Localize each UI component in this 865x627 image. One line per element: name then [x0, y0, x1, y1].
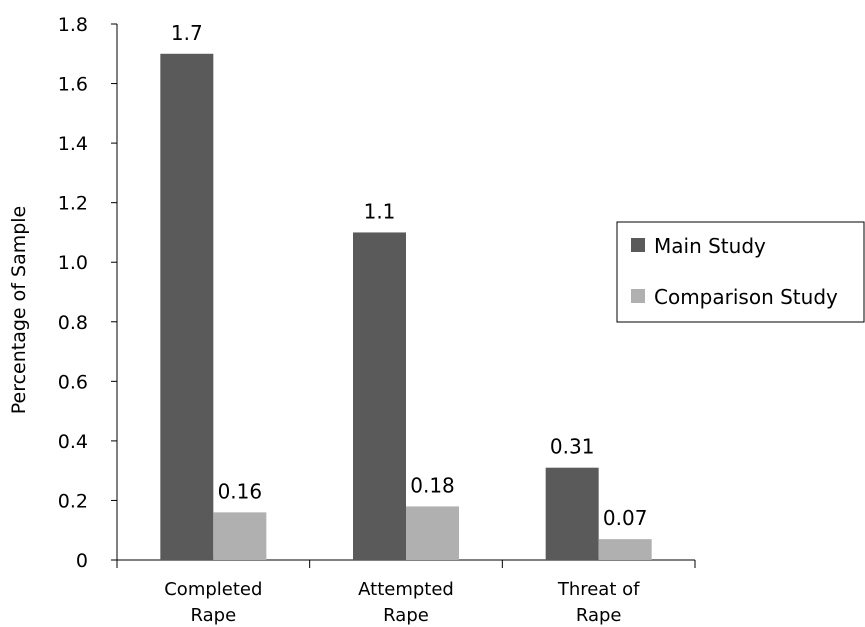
bar	[353, 232, 406, 560]
legend-box	[616, 221, 865, 323]
data-labels: 1.7 1.1 0.31 0.16 0.18 0.07	[171, 21, 648, 530]
y-tick-label: 0.6	[58, 371, 88, 393]
y-tick-label: 0	[76, 550, 88, 572]
bar	[598, 539, 652, 560]
category-label: Threat of	[557, 579, 640, 600]
y-tick-label: 1.2	[58, 193, 88, 215]
category-label: Attempted	[358, 579, 454, 600]
data-label: 0.16	[218, 479, 263, 503]
y-tick-label: 1.8	[58, 14, 88, 36]
y-tick-label: 0.4	[58, 431, 88, 453]
data-label: 1.7	[171, 21, 203, 45]
data-label: 1.1	[364, 199, 396, 223]
bars	[160, 53, 652, 561]
legend-label: Main Study	[654, 234, 766, 258]
category-label: Rape	[576, 605, 622, 626]
y-axis-title: Percentage of Sample	[8, 206, 30, 415]
category-label: Rape	[191, 605, 237, 626]
legend: Main Study Comparison Study	[616, 221, 865, 323]
bar	[545, 467, 599, 560]
category-label: Rape	[383, 605, 429, 626]
y-tick-label: 0.8	[58, 312, 88, 334]
y-tick-label: 1.6	[58, 74, 88, 96]
y-axis: 0 0.2 0.4 0.6 0.8 1.0 1.2 1.4 1.6 1.8	[58, 14, 118, 572]
y-tick-label: 1.4	[58, 133, 88, 155]
x-axis: Completed Rape Attempted Rape Threat of Rape	[116, 559, 696, 626]
bar	[406, 506, 459, 560]
data-label: 0.07	[603, 506, 648, 530]
bar	[160, 53, 214, 561]
legend-swatch	[631, 238, 645, 252]
legend-swatch	[631, 289, 645, 303]
y-tick-label: 0.2	[58, 490, 88, 512]
data-label: 0.31	[550, 435, 595, 459]
y-tick-label: 1.0	[58, 252, 88, 274]
bar	[213, 512, 267, 560]
category-label: Completed	[164, 579, 262, 600]
legend-label: Comparison Study	[654, 285, 838, 309]
data-label: 0.18	[410, 473, 455, 497]
